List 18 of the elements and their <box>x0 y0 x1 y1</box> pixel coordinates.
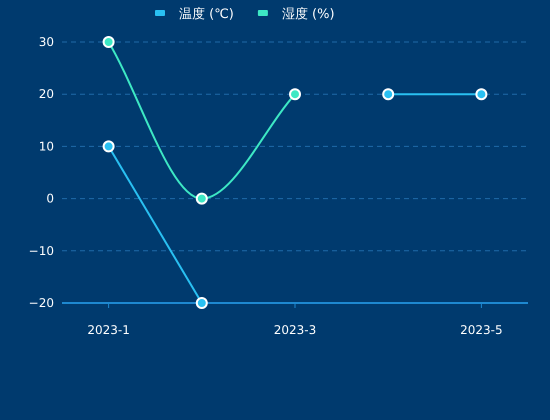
y-tick-label: −20 <box>28 296 54 310</box>
point <box>102 140 115 152</box>
legend-label: 湿度 (%) <box>282 6 335 22</box>
y-tick-label: 20 <box>38 87 54 102</box>
point <box>102 36 115 48</box>
point <box>475 88 488 100</box>
x-tick-label: 2023-3 <box>274 323 316 337</box>
legend-label: 温度 (℃) <box>179 6 234 22</box>
point <box>289 88 301 100</box>
x-tick-label: 2023-5 <box>460 323 503 337</box>
point <box>382 88 394 100</box>
y-tick-label: 30 <box>38 35 54 49</box>
x-tick-label: 2023-1 <box>87 323 130 337</box>
y-tick-label: −10 <box>28 244 54 258</box>
point <box>196 297 208 309</box>
point <box>196 192 208 205</box>
y-tick-label: 10 <box>38 139 54 154</box>
y-tick-label: 0 <box>46 192 54 206</box>
